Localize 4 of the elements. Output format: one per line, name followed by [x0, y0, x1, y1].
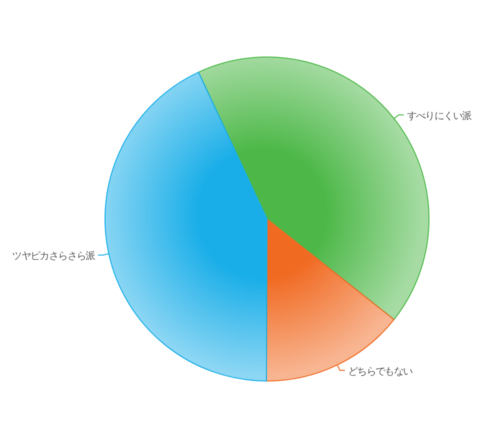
slice-label: どちらでもない — [348, 366, 414, 378]
slice-label: すべりにくい派 — [406, 110, 472, 122]
slice-label: ツヤピカさらさら派 — [12, 250, 96, 262]
pie-slice — [266, 218, 395, 382]
